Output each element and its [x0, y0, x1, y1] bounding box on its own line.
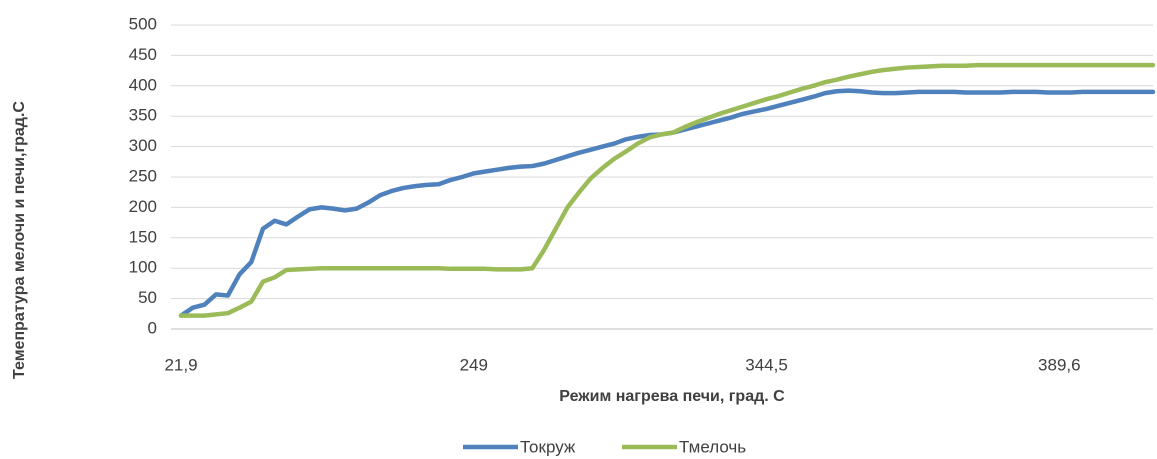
x-tick-label: 389,6 [1038, 355, 1081, 374]
y-tick-label: 200 [129, 197, 157, 216]
x-tick-label: 249 [460, 355, 488, 374]
x-tick-label: 344,5 [745, 355, 788, 374]
series-line [178, 88, 1156, 318]
y-tick-label: 50 [138, 288, 157, 307]
y-tick-label: 250 [129, 166, 157, 185]
y-tick-label: 100 [129, 258, 157, 277]
y-tick-label: 500 [129, 14, 157, 33]
y-tick-label: 400 [129, 75, 157, 94]
x-axis-title: Режим нагрева печи, град. С [559, 388, 785, 405]
legend-label: Тмелочь [679, 437, 746, 456]
y-tick-label: 450 [129, 45, 157, 64]
y-axis-title: Темепратура мелочи и печи,град.С [11, 101, 28, 379]
series-line [178, 62, 1156, 318]
y-tick-label: 350 [129, 106, 157, 125]
y-tick-label: 300 [129, 136, 157, 155]
y-tick-label: 150 [129, 227, 157, 246]
x-tick-label: 21,9 [164, 355, 197, 374]
legend-label: Токруж [520, 437, 576, 456]
y-tick-label: 0 [148, 318, 157, 337]
